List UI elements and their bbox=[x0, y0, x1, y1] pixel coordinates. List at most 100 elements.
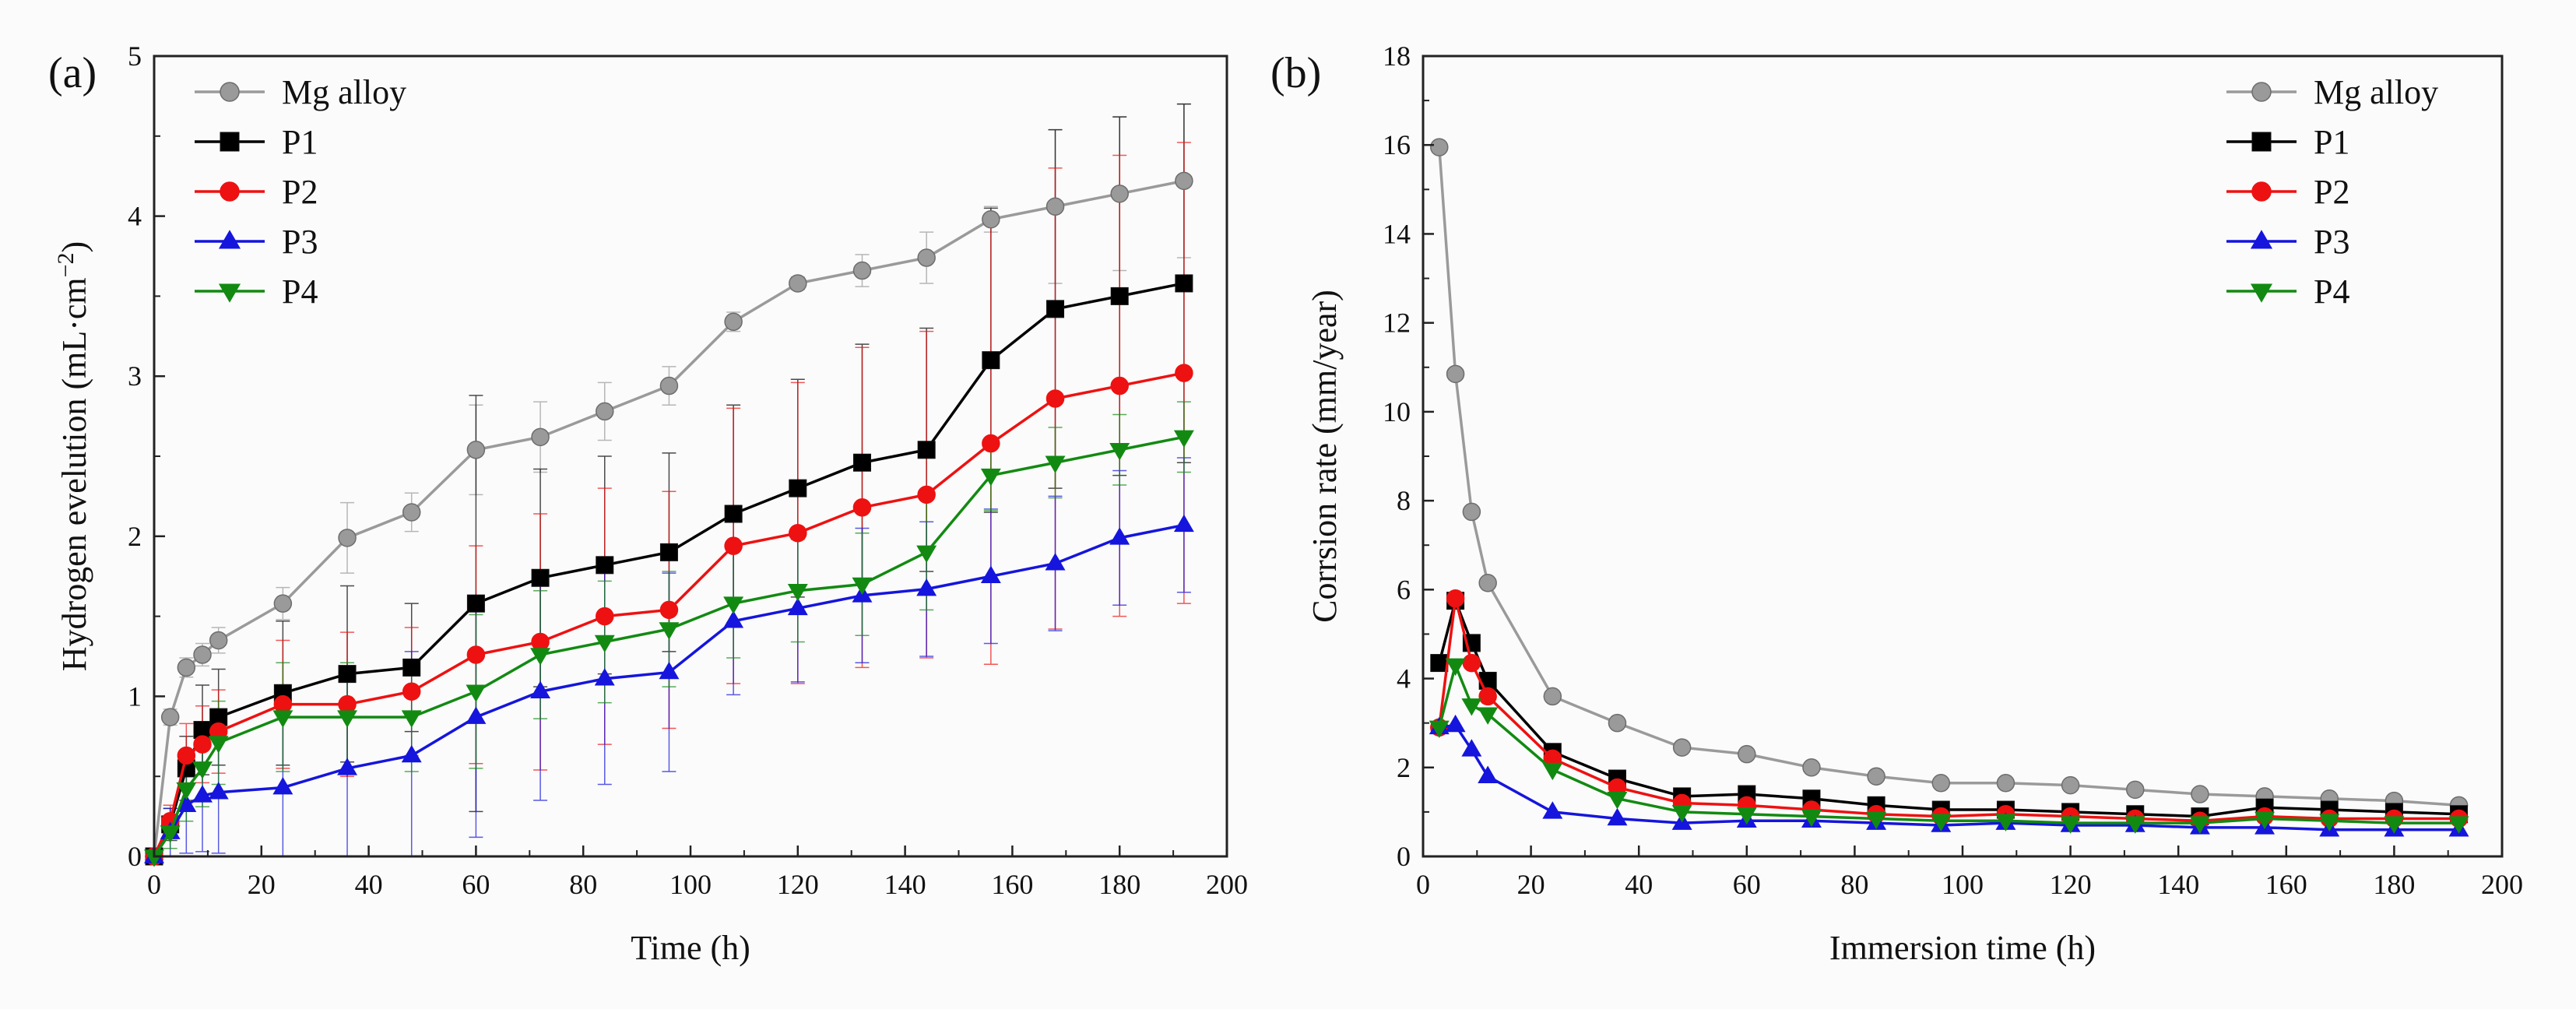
panel-a-p3-point bbox=[337, 758, 358, 775]
panel-a-p2-point bbox=[982, 434, 1000, 453]
panel-a-p3-point bbox=[659, 661, 680, 680]
panel-a-x-tick-label: 140 bbox=[884, 869, 926, 900]
panel-a-legend-marker-p4 bbox=[218, 283, 241, 303]
panel-a-p3-point bbox=[466, 706, 487, 724]
panel-a-p4-point bbox=[594, 635, 615, 653]
panel-a-x-tick-label: 60 bbox=[462, 869, 490, 900]
panel-a-x-tick-label: 0 bbox=[147, 869, 161, 900]
panel-b-legend-label-p4: P4 bbox=[2314, 272, 2349, 311]
panel-a-y-axis-title: Hydrogen evelution (mL·cm−2) bbox=[53, 241, 93, 671]
panel-a-mg-alloy-point bbox=[160, 708, 180, 726]
panel-a-p4-point bbox=[980, 468, 1001, 487]
panel-b-mg-alloy-point bbox=[2126, 780, 2145, 800]
panel-b-mg-alloy-point bbox=[2061, 775, 2080, 795]
panel-b-y-tick-label: 14 bbox=[1383, 218, 1411, 249]
panel-b-p4-point bbox=[1801, 809, 1822, 828]
panel-a-p1-point bbox=[659, 543, 678, 561]
panel-a-p2-point bbox=[659, 600, 679, 620]
chart-panel-a: 0 20 40 60 80 100 120 140 160 180 200 0 1 2 3 4 5 Mg all… bbox=[48, 40, 1248, 967]
panel-b-p3-point bbox=[1478, 765, 1499, 783]
panel-b-series bbox=[1429, 138, 2469, 837]
panel-a-p3-point bbox=[530, 680, 551, 698]
panel-b-legend-marker-p2 bbox=[2251, 181, 2272, 202]
panel-a-x-tick-label: 180 bbox=[1098, 869, 1140, 900]
panel-b-y-tick-label: 8 bbox=[1397, 485, 1411, 516]
panel-a-p4-point bbox=[530, 648, 551, 666]
panel-a-y-tick-label: 2 bbox=[128, 521, 142, 552]
panel-a-legend-marker-mg-alloy bbox=[220, 82, 240, 102]
panel-a-p2-point bbox=[193, 735, 212, 754]
panel-b-p4-point bbox=[1995, 814, 2016, 831]
panel-a-p3-point bbox=[980, 565, 1001, 583]
panel-b-y-axis-title: Corrsion rate (mm/year) bbox=[1306, 290, 1344, 623]
panel-b-p4-point bbox=[2448, 816, 2469, 834]
panel-a-legend-label-mg-alloy: Mg alloy bbox=[282, 73, 406, 111]
panel-a-p4-point bbox=[208, 736, 229, 754]
panel-a-p4-point bbox=[659, 622, 680, 640]
panel-b-y-tick-label: 12 bbox=[1383, 308, 1411, 339]
panel-a-p3-point bbox=[1109, 527, 1130, 545]
chart-panel-b: 0 20 40 60 80 100 120 140 160 180 200 0 2 4 6 8 10 12 14 16… bbox=[1270, 40, 2523, 967]
panel-b-p4-point bbox=[2189, 816, 2210, 834]
panel-b-x-tick-label: 20 bbox=[1517, 869, 1545, 900]
panel-a-y-tick-label: 3 bbox=[128, 360, 142, 392]
panel-a-mg-alloy-point bbox=[659, 376, 679, 396]
panel-a-p2-point bbox=[789, 523, 807, 543]
panel-b-mg-alloy-point bbox=[1867, 767, 1885, 786]
panel-b-mg-alloy-point bbox=[1608, 713, 1627, 733]
panel-b-legend-label-p2: P2 bbox=[2314, 173, 2349, 211]
panel-a-mg-alloy-point bbox=[1110, 185, 1129, 203]
panel-b-y-tick-label: 18 bbox=[1383, 40, 1411, 72]
panel-b-p3-point bbox=[1461, 739, 1482, 757]
panel-b-p2-point bbox=[1446, 589, 1465, 608]
panel-a-p2-point bbox=[466, 645, 486, 664]
panel-a-p4-point bbox=[176, 782, 197, 800]
panel-a-legend-item-p3: P3 bbox=[195, 223, 318, 261]
panel-b-legend-marker-p1 bbox=[2251, 132, 2272, 152]
panel-a-legend-item-p2: P2 bbox=[195, 173, 318, 211]
panel-b-legend-marker-p4 bbox=[2250, 283, 2273, 303]
panel-a-x-tick-label: 20 bbox=[248, 869, 276, 900]
panel-b-x-tick-label: 100 bbox=[1942, 869, 1984, 900]
panel-b-p4-point bbox=[2319, 814, 2340, 831]
panel-b-p4-point bbox=[1671, 805, 1692, 823]
panel-a-p1-point bbox=[1110, 287, 1129, 305]
panel-a-p2-point bbox=[917, 485, 936, 504]
panel-a-p4-point bbox=[192, 761, 213, 779]
panel-b-legend-item-p3: P3 bbox=[2226, 223, 2349, 261]
panel-b-p4-point bbox=[1429, 720, 1450, 739]
panel-b-p3-point bbox=[1542, 801, 1563, 819]
panel-a-p2-point bbox=[724, 536, 743, 555]
panel-b-p4-point bbox=[2254, 811, 2276, 830]
panel-a-mg-alloy-point bbox=[596, 402, 614, 421]
panel-b-p4-point bbox=[2384, 816, 2405, 834]
panel-b-y-tick-label: 16 bbox=[1383, 129, 1411, 160]
panel-a-x-tick-label: 120 bbox=[777, 869, 819, 900]
panel-a-p4-point bbox=[272, 710, 293, 728]
panel-a-p4-point bbox=[401, 710, 422, 728]
panel-a-mg-alloy-point bbox=[209, 631, 228, 650]
panel-a-mg-alloy-point bbox=[789, 274, 807, 293]
panel-a-p4-point bbox=[1109, 443, 1130, 461]
panel-b-legend-label-p1: P1 bbox=[2314, 123, 2349, 161]
panel-a-x-tick-label: 80 bbox=[569, 869, 597, 900]
panel-b-p4-point bbox=[1542, 762, 1563, 781]
panel-a-p3-point bbox=[594, 668, 615, 686]
panel-a-p1-point bbox=[1175, 274, 1193, 293]
panel-b-p2-point bbox=[1462, 653, 1481, 673]
panel-a-p1-point bbox=[338, 665, 357, 684]
panel-a-p2-point bbox=[1175, 364, 1193, 382]
panel-b-x-tick-label: 160 bbox=[2265, 869, 2307, 900]
panel-b-mg-alloy-point bbox=[1996, 774, 2015, 793]
panel-a-p1-point bbox=[917, 441, 936, 459]
panel-b-legend-label-mg-alloy: Mg alloy bbox=[2314, 73, 2438, 111]
panel-b-p4-point bbox=[1866, 811, 1887, 830]
panel-a-p4-point bbox=[916, 545, 937, 564]
panel-b-mg-alloy-point bbox=[1543, 687, 1562, 706]
panel-b-p3-point bbox=[1607, 807, 1628, 826]
panel-a-p2-point bbox=[596, 606, 614, 626]
panel-a-p2-point bbox=[1110, 376, 1129, 396]
panel-a-mg-alloy-point bbox=[852, 261, 872, 280]
